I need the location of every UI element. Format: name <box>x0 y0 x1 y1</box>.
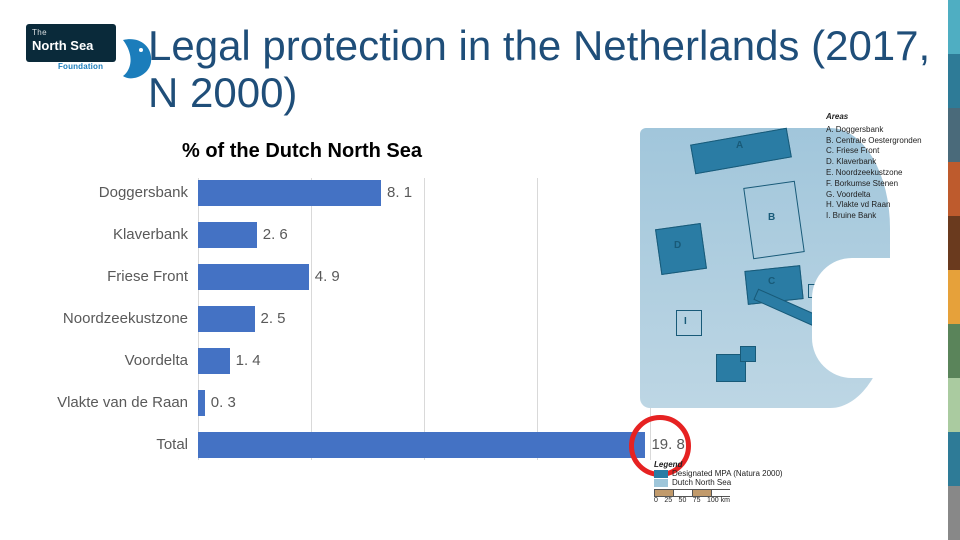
scale-tick: 0 <box>654 497 658 504</box>
scale-segment <box>654 489 673 497</box>
legend-item: Designated MPA (Natura 2000) <box>654 469 844 478</box>
bar-value: 0. 3 <box>211 394 236 411</box>
bar-label: Klaverbank <box>30 226 188 243</box>
area-list-item: C. Friese Front <box>826 146 944 157</box>
bar-label: Friese Front <box>30 268 188 285</box>
logo-line1: The <box>32 28 47 37</box>
stripe-segment <box>948 216 960 270</box>
map-area-f <box>808 284 822 298</box>
area-list-item: G. Voordelta <box>826 190 944 201</box>
bar-label: Voordelta <box>30 352 188 369</box>
map-label-i: I <box>684 316 687 327</box>
bar-chart: Doggersbank 8. 1 Klaverbank 2. 6 Friese Fron… <box>30 178 650 478</box>
scale-segment <box>711 489 730 497</box>
stripe-segment <box>948 486 960 540</box>
bar <box>198 390 205 416</box>
legend-header: Legend <box>654 460 844 469</box>
map-areas-legend: Areas A. DoggersbankB. Centrale Oestergr… <box>826 112 944 222</box>
area-list-item: H. Vlakte vd Raan <box>826 200 944 211</box>
area-list-item: I. Bruine Bank <box>826 211 944 222</box>
scale-tick: 75 <box>693 497 701 504</box>
bar-label: Vlakte van de Raan <box>30 394 188 411</box>
map-scale-ticks: 0 25 50 75 100 km <box>654 497 730 504</box>
bar-label: Doggersbank <box>30 184 188 201</box>
map-area-a <box>690 128 792 175</box>
map-bottom-legend: Legend Designated MPA (Natura 2000)Dutch… <box>654 460 844 504</box>
bar-label: Total <box>30 436 188 453</box>
bar-row: Klaverbank 2. 6 <box>30 220 650 250</box>
scale-segment <box>673 489 692 497</box>
stripe-segment <box>948 270 960 324</box>
bar-value: 1. 4 <box>236 352 261 369</box>
stripe-segment <box>948 378 960 432</box>
map-label-d: D <box>674 240 681 251</box>
map-label-c: C <box>768 276 775 287</box>
map-area-h <box>740 346 756 362</box>
bar-value: 8. 1 <box>387 184 412 201</box>
bar-label: Noordzeekustzone <box>30 310 188 327</box>
logo-line2: North Sea <box>32 38 93 53</box>
logo-line3: Foundation <box>58 62 103 71</box>
bar-row: Friese Front 4. 9 <box>30 262 650 292</box>
area-list-item: F. Borkumse Stenen <box>826 179 944 190</box>
map-label-b: B <box>768 212 775 223</box>
bar <box>198 264 309 290</box>
area-list-item: E. Noordzeekustzone <box>826 168 944 179</box>
side-color-stripe <box>948 0 960 540</box>
bar-row: Doggersbank 8. 1 <box>30 178 650 208</box>
bar-value: 4. 9 <box>315 268 340 285</box>
bar <box>198 432 645 458</box>
bar-value: 2. 6 <box>263 226 288 243</box>
map-label-a: A <box>736 140 743 151</box>
map-scale-bar <box>654 489 844 497</box>
slide-title: Legal protection in the Netherlands (201… <box>148 22 960 116</box>
legend-swatch <box>654 470 668 478</box>
bar-row: Voordelta 1. 4 <box>30 346 650 376</box>
stripe-segment <box>948 0 960 54</box>
scale-segment <box>692 489 711 497</box>
bar-row: Vlakte van de Raan 0. 3 <box>30 388 650 418</box>
map-label-e: E <box>834 318 841 329</box>
stripe-segment <box>948 162 960 216</box>
bar-row: Total19. 8 <box>30 430 650 460</box>
bar <box>198 180 381 206</box>
bar <box>198 348 230 374</box>
area-list-item: A. Doggersbank <box>826 125 944 136</box>
scale-tick: 50 <box>679 497 687 504</box>
map-area-i <box>676 310 702 336</box>
stripe-segment <box>948 108 960 162</box>
north-sea-foundation-logo: The North Sea Foundation <box>18 18 128 90</box>
area-list-item: B. Centrale Oestergronden <box>826 136 944 147</box>
stripe-segment <box>948 54 960 108</box>
legend-item: Dutch North Sea <box>654 478 844 487</box>
scale-tick: 100 km <box>707 497 730 504</box>
bar-row: Noordzeekustzone 2. 5 <box>30 304 650 334</box>
stripe-segment <box>948 324 960 378</box>
stripe-segment <box>948 432 960 486</box>
north-sea-map: A B D C I E Areas A. DoggersbankB. Centr… <box>630 108 940 498</box>
logo-badge: The North Sea <box>26 24 116 62</box>
chart-title: % of the Dutch North Sea <box>182 140 422 163</box>
bar <box>198 222 257 248</box>
areas-header: Areas <box>826 112 944 123</box>
scale-tick: 25 <box>664 497 672 504</box>
bar-value: 2. 5 <box>261 310 286 327</box>
legend-swatch <box>654 479 668 487</box>
bar <box>198 306 255 332</box>
area-list-item: D. Klaverbank <box>826 157 944 168</box>
